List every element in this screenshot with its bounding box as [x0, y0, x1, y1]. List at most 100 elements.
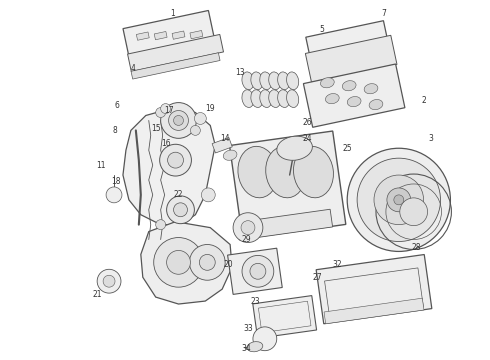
Polygon shape: [123, 109, 215, 225]
Text: 34: 34: [241, 344, 251, 353]
Ellipse shape: [269, 90, 281, 108]
Circle shape: [191, 125, 200, 135]
Circle shape: [167, 251, 191, 274]
Ellipse shape: [320, 78, 334, 88]
Ellipse shape: [242, 90, 254, 108]
Ellipse shape: [278, 90, 290, 108]
Ellipse shape: [260, 72, 272, 90]
Ellipse shape: [369, 99, 383, 110]
Text: 16: 16: [161, 139, 171, 148]
Polygon shape: [141, 222, 232, 304]
Text: 23: 23: [250, 297, 260, 306]
Text: 33: 33: [243, 324, 253, 333]
Ellipse shape: [247, 342, 263, 352]
Circle shape: [168, 152, 183, 168]
Text: 26: 26: [303, 118, 312, 127]
Ellipse shape: [287, 72, 299, 90]
Text: 18: 18: [111, 177, 121, 186]
Ellipse shape: [364, 84, 378, 94]
Text: 1: 1: [170, 9, 175, 18]
Text: 13: 13: [235, 68, 245, 77]
Polygon shape: [154, 31, 167, 40]
Circle shape: [357, 158, 441, 242]
Circle shape: [374, 175, 424, 225]
Ellipse shape: [287, 90, 299, 108]
Circle shape: [394, 195, 404, 205]
Text: 32: 32: [333, 260, 342, 269]
Text: 14: 14: [220, 134, 230, 143]
Ellipse shape: [251, 72, 263, 90]
Circle shape: [173, 203, 188, 217]
Text: 5: 5: [319, 25, 324, 34]
Circle shape: [156, 220, 166, 230]
Text: 22: 22: [174, 190, 183, 199]
Circle shape: [201, 188, 215, 202]
Circle shape: [190, 244, 225, 280]
Text: 28: 28: [412, 243, 421, 252]
Text: 3: 3: [428, 134, 433, 143]
Polygon shape: [324, 298, 424, 324]
Text: 4: 4: [130, 64, 135, 73]
Polygon shape: [131, 53, 220, 79]
Polygon shape: [227, 248, 282, 294]
Polygon shape: [212, 138, 232, 153]
Text: 11: 11: [97, 161, 106, 170]
Ellipse shape: [266, 147, 306, 198]
Circle shape: [347, 148, 450, 251]
Circle shape: [167, 196, 195, 224]
Polygon shape: [253, 296, 317, 338]
Ellipse shape: [260, 90, 272, 108]
Circle shape: [241, 221, 255, 235]
Circle shape: [173, 116, 183, 125]
Circle shape: [103, 275, 115, 287]
Ellipse shape: [251, 90, 263, 108]
Ellipse shape: [223, 150, 237, 160]
Circle shape: [169, 111, 189, 130]
Ellipse shape: [343, 81, 356, 91]
Polygon shape: [127, 35, 223, 72]
Text: 21: 21: [93, 289, 102, 298]
Polygon shape: [123, 10, 214, 56]
Polygon shape: [303, 64, 405, 127]
Ellipse shape: [269, 72, 281, 90]
Text: 20: 20: [223, 260, 233, 269]
Polygon shape: [316, 255, 432, 324]
Ellipse shape: [294, 147, 334, 198]
Circle shape: [97, 269, 121, 293]
Circle shape: [233, 213, 263, 243]
Circle shape: [154, 238, 203, 287]
Circle shape: [160, 144, 192, 176]
Text: 2: 2: [421, 96, 426, 105]
Polygon shape: [136, 32, 149, 40]
Ellipse shape: [347, 96, 361, 107]
Ellipse shape: [325, 94, 339, 104]
Polygon shape: [305, 35, 397, 82]
Circle shape: [156, 108, 166, 117]
Text: 8: 8: [113, 126, 118, 135]
Text: 17: 17: [164, 106, 173, 115]
Ellipse shape: [277, 136, 313, 160]
Polygon shape: [229, 131, 346, 239]
Text: 25: 25: [343, 144, 352, 153]
Text: 6: 6: [115, 101, 120, 110]
Text: 24: 24: [303, 134, 312, 143]
Polygon shape: [237, 209, 333, 240]
Circle shape: [161, 104, 171, 113]
Circle shape: [400, 198, 428, 226]
Circle shape: [199, 255, 215, 270]
Polygon shape: [172, 31, 185, 39]
Text: 29: 29: [241, 235, 251, 244]
Circle shape: [195, 113, 206, 125]
Ellipse shape: [238, 147, 278, 198]
Circle shape: [387, 188, 411, 212]
Text: 15: 15: [151, 124, 161, 133]
Circle shape: [161, 103, 196, 138]
Text: 27: 27: [313, 273, 322, 282]
Circle shape: [242, 255, 274, 287]
Polygon shape: [190, 31, 203, 39]
Circle shape: [253, 327, 277, 351]
Ellipse shape: [278, 72, 290, 90]
Ellipse shape: [242, 72, 254, 90]
Circle shape: [250, 264, 266, 279]
Circle shape: [106, 187, 122, 203]
